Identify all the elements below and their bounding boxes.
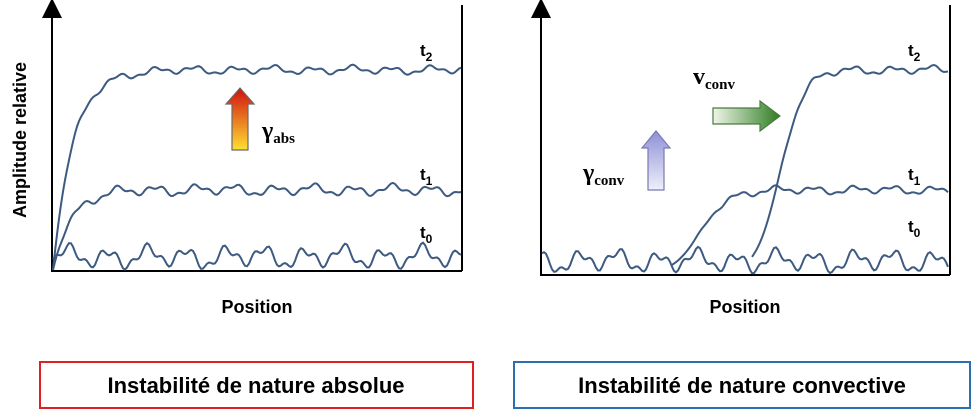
curve-label: t1	[420, 165, 433, 188]
label-box	[39, 361, 474, 409]
velocity-label: vconv	[693, 64, 736, 93]
curve-label: t2	[420, 41, 433, 64]
box-label: Instabilité de nature convective	[578, 373, 906, 398]
curve	[52, 241, 462, 271]
curve	[52, 181, 462, 271]
label-box	[513, 361, 971, 409]
growth-arrow	[224, 87, 256, 151]
x-axis-label: Position	[710, 297, 781, 317]
curve	[751, 63, 949, 258]
box-label: Instabilité de nature absolue	[107, 373, 404, 398]
curve-label: t2	[908, 41, 921, 64]
curve	[52, 63, 462, 271]
growth-label: γabs	[261, 118, 295, 147]
axis-frame	[51, 5, 463, 272]
curve	[541, 245, 949, 275]
growth-label: γconv	[582, 160, 625, 189]
curve	[671, 184, 949, 266]
y-axis-label: Amplitude relative	[10, 62, 30, 218]
curve-label: t0	[420, 223, 433, 246]
curve-label: t0	[908, 217, 921, 240]
curve-label: t1	[908, 165, 921, 188]
x-axis-label: Position	[222, 297, 293, 317]
growth-arrow	[640, 130, 672, 191]
axis-frame	[540, 5, 951, 276]
velocity-arrow	[712, 99, 781, 133]
